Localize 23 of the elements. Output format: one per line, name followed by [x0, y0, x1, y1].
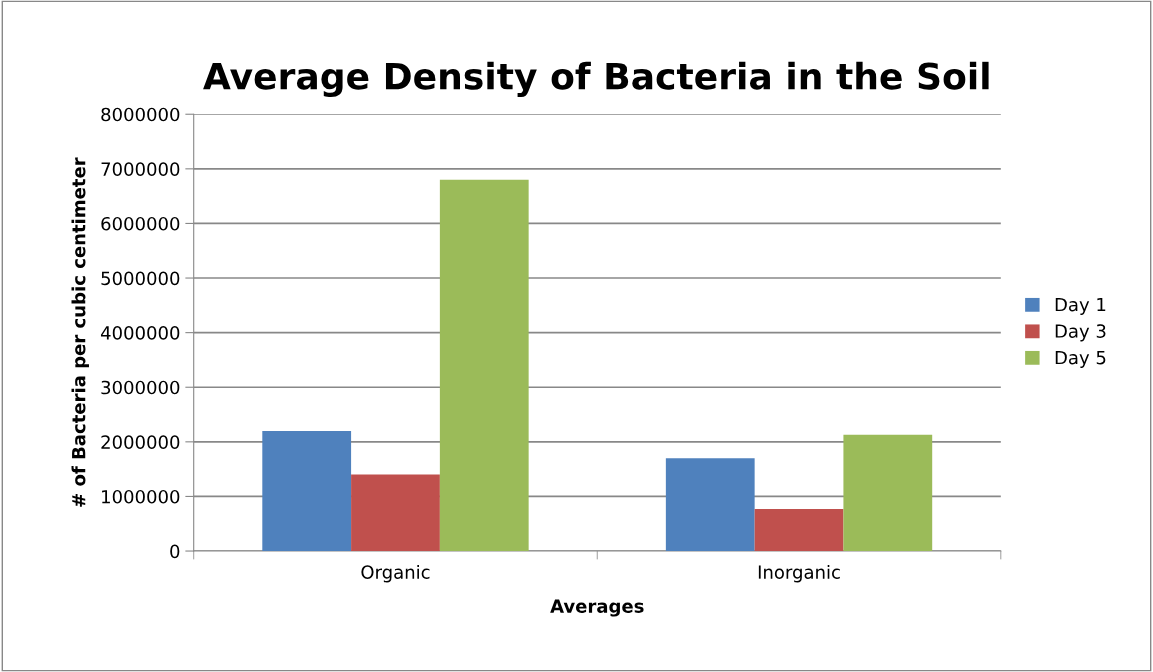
y-tick-label: 0: [170, 544, 180, 559]
y-tick-label: 6000000: [101, 216, 180, 231]
bar: [665, 458, 755, 552]
bar: [262, 430, 352, 552]
y-tick-label: 8000000: [101, 107, 180, 122]
y-tick-label: 3000000: [101, 380, 180, 395]
legend-label: Day 1: [1055, 297, 1106, 315]
bar: [843, 434, 933, 552]
y-axis-title: # of Bacteria per cubic centimeter: [71, 157, 89, 507]
bar: [439, 179, 529, 552]
y-tick-label: 5000000: [101, 271, 180, 286]
legend-label: Day 3: [1055, 324, 1106, 342]
y-tick-label: 7000000: [101, 162, 180, 176]
chart-title: Average Density of Bacteria in the Soil: [203, 61, 989, 98]
bar: [754, 509, 844, 552]
y-tick-label: 1000000: [102, 489, 180, 504]
x-tick-label: Organic: [361, 564, 430, 583]
legend-label: Day 5: [1055, 350, 1106, 368]
bar: [351, 474, 440, 552]
y-tick-label: 4000000: [100, 326, 180, 340]
y-tick-label: 2000000: [101, 435, 180, 449]
x-tick-label: Inorganic: [758, 564, 840, 583]
x-axis-title: Averages: [550, 599, 644, 617]
